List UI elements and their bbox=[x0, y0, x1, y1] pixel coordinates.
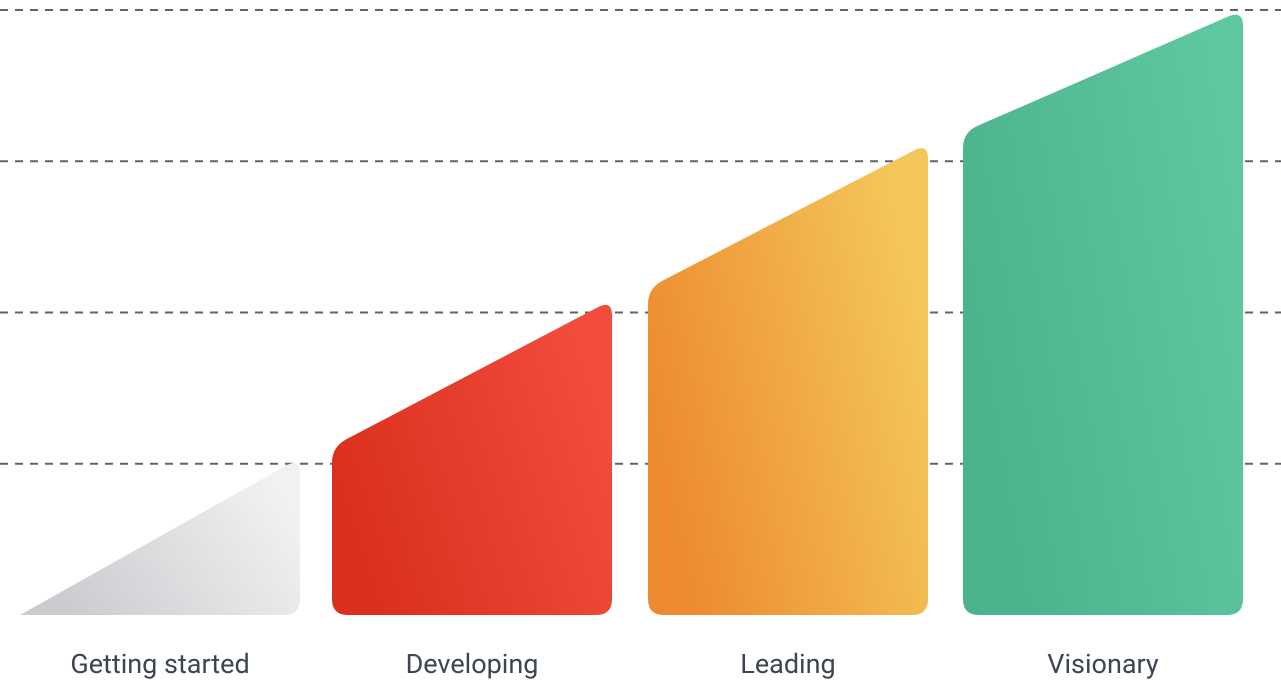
bars bbox=[20, 15, 1243, 615]
label-visionary: Visionary bbox=[1047, 648, 1158, 680]
label-developing: Developing bbox=[406, 648, 539, 680]
bar-developing bbox=[332, 305, 612, 615]
bar-getting-started bbox=[20, 463, 300, 615]
label-getting-started: Getting started bbox=[70, 648, 249, 680]
label-leading: Leading bbox=[740, 648, 835, 680]
chart-canvas bbox=[0, 0, 1281, 695]
bar-visionary bbox=[963, 15, 1243, 615]
bar-leading bbox=[648, 148, 928, 615]
maturity-chart: Getting started Developing Leading Visionar… bbox=[0, 0, 1281, 695]
